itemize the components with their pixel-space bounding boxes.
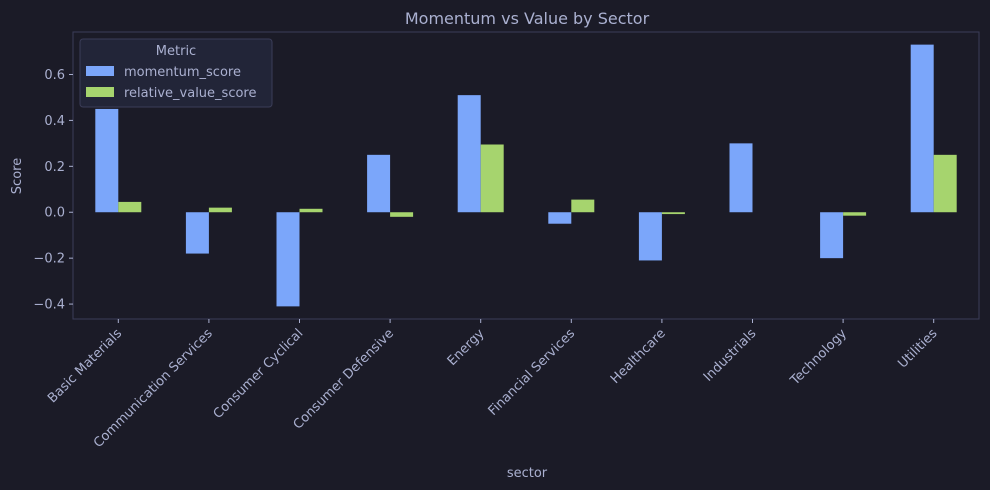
y-tick-label: −0.2 xyxy=(33,252,65,267)
bar-momentum_score-5 xyxy=(548,212,572,224)
bar-relative_value_score-5 xyxy=(571,199,595,213)
bar-momentum_score-7 xyxy=(729,143,753,213)
legend-box xyxy=(79,38,273,108)
legend-title: Metric xyxy=(156,44,196,59)
bar-relative_value_score-2 xyxy=(299,208,323,213)
legend-swatch-relative_value_score xyxy=(86,87,114,97)
bar-momentum_score-9 xyxy=(910,44,934,213)
y-axis-label: Score xyxy=(10,158,25,194)
bar-momentum_score-6 xyxy=(638,212,662,261)
bar-momentum_score-2 xyxy=(276,212,300,307)
y-tick-label: −0.4 xyxy=(33,298,65,313)
x-tick-label: Financial Services xyxy=(486,326,579,419)
x-tick-label: Basic Materials xyxy=(45,326,125,406)
legend-swatch-momentum_score xyxy=(86,66,114,76)
x-tick-label: Consumer Defensive xyxy=(291,326,397,432)
bar-momentum_score-0 xyxy=(95,108,119,213)
legend-label-relative_value_score: relative_value_score xyxy=(124,86,256,101)
x-tick-label: Healthcare xyxy=(608,326,669,387)
bar-relative_value_score-6 xyxy=(661,212,685,215)
bar-momentum_score-1 xyxy=(185,212,209,254)
x-tick-label: Industrials xyxy=(701,326,760,385)
bar-momentum_score-4 xyxy=(457,95,481,213)
y-tick-label: 0.4 xyxy=(44,114,65,129)
x-axis-label: sector xyxy=(507,466,548,481)
x-tick-label: Utilities xyxy=(895,326,940,371)
bar-relative_value_score-8 xyxy=(843,212,867,216)
bar-momentum_score-3 xyxy=(367,154,391,213)
legend: Metric momentum_score relative_value_score xyxy=(79,38,273,108)
y-tick-label: 0.6 xyxy=(44,68,65,83)
y-tick-label: 0.0 xyxy=(44,206,65,221)
x-tick-label: Technology xyxy=(787,326,850,389)
chart-title: Momentum vs Value by Sector xyxy=(405,9,650,28)
y-axis: −0.4 −0.2 0.0 0.2 0.4 0.6 xyxy=(33,68,73,313)
bar-relative_value_score-0 xyxy=(118,201,142,213)
bar-relative_value_score-1 xyxy=(208,207,232,213)
bars-group xyxy=(95,44,957,307)
y-tick-label: 0.2 xyxy=(44,160,65,175)
legend-label-momentum_score: momentum_score xyxy=(124,65,241,80)
bar-relative_value_score-4 xyxy=(480,144,504,213)
x-tick-label: Consumer Cyclical xyxy=(211,326,307,422)
bar-momentum_score-8 xyxy=(820,212,844,259)
bar-relative_value_score-9 xyxy=(933,154,957,213)
bar-relative_value_score-3 xyxy=(390,212,414,217)
x-tick-label: Energy xyxy=(445,326,488,369)
plot-area xyxy=(72,31,980,320)
